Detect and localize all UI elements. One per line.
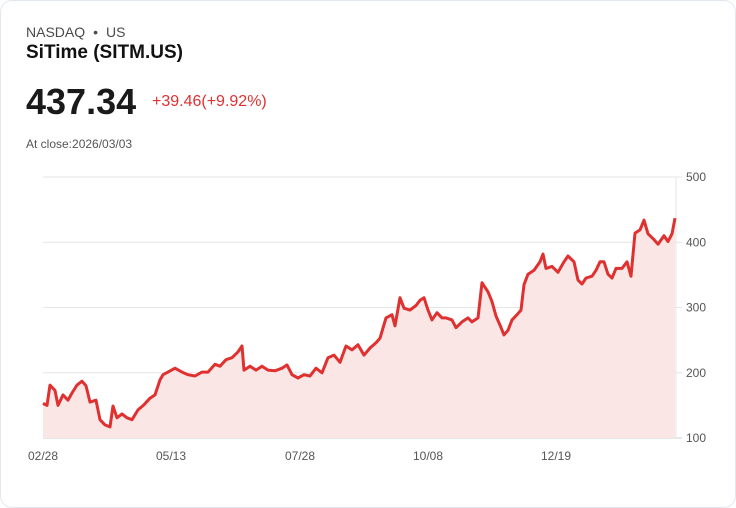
region-label: US: [106, 24, 126, 40]
y-axis: 100 200 300 400 500: [686, 170, 706, 445]
close-timestamp: At close:2026/03/03: [26, 137, 133, 151]
y-tick-label: 500: [686, 170, 706, 184]
exchange-line: NASDAQ • US: [26, 24, 125, 40]
y-tick-label: 300: [686, 301, 706, 315]
y-tick-label: 400: [686, 235, 706, 249]
exchange-label: NASDAQ: [26, 24, 86, 40]
y-tick-label: 200: [686, 366, 706, 380]
price-area-fill: [43, 218, 675, 438]
stock-name: SiTime (SITM.US): [26, 42, 183, 63]
x-axis: 02/28 05/13 07/28 10/08 12/19: [28, 449, 571, 463]
x-tick-label: 02/28: [28, 449, 58, 463]
x-tick-label: 05/13: [156, 449, 186, 463]
separator-dot: •: [93, 24, 99, 40]
stock-price: 437.34: [26, 81, 137, 122]
x-tick-label: 10/08: [413, 449, 443, 463]
x-tick-label: 07/28: [285, 449, 315, 463]
y-tick-label: 100: [686, 431, 706, 445]
x-tick-label: 12/19: [541, 449, 571, 463]
price-change: +39.46(+9.92%): [152, 93, 267, 110]
price-line: [42, 217, 677, 429]
